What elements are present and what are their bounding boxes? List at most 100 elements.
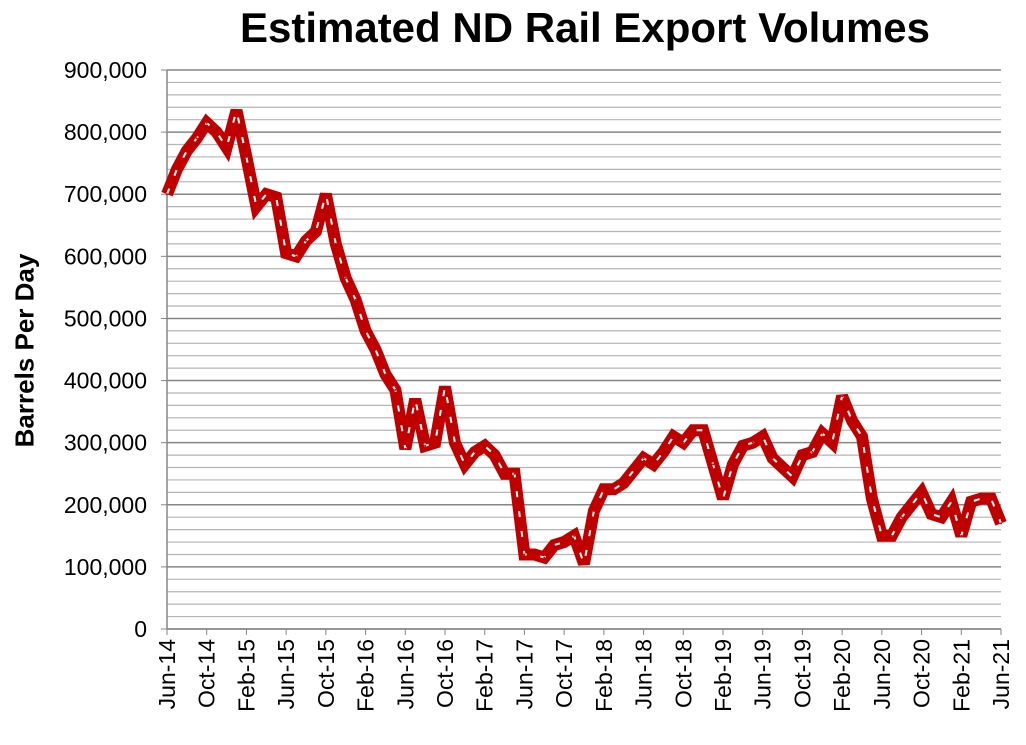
data-point <box>642 457 645 460</box>
data-point <box>334 242 337 245</box>
data-point <box>692 429 695 432</box>
x-tick-label: Feb-15 <box>233 639 259 712</box>
data-point <box>662 450 665 453</box>
data-point <box>890 534 893 537</box>
data-point <box>305 239 307 242</box>
y-tick-label: 400,000 <box>64 368 147 394</box>
data-point <box>275 196 278 199</box>
data-point <box>235 109 238 112</box>
data-point <box>712 463 715 466</box>
y-tick-label: 600,000 <box>64 243 147 269</box>
data-point <box>265 193 268 196</box>
y-tick-label: 800,000 <box>64 119 147 145</box>
data-point <box>592 509 595 512</box>
y-tick-label: 100,000 <box>64 554 147 580</box>
data-point <box>722 497 724 500</box>
data-point <box>503 472 506 475</box>
x-tick-label: Oct-17 <box>551 639 577 708</box>
data-point <box>414 398 417 401</box>
data-point <box>384 373 387 376</box>
data-point <box>185 149 188 152</box>
data-point <box>314 230 317 233</box>
data-point <box>672 435 675 438</box>
x-tick-label: Feb-19 <box>710 639 736 712</box>
series-line <box>161 108 1007 566</box>
x-tick-label: Feb-16 <box>353 639 379 712</box>
data-point <box>225 146 228 149</box>
data-point <box>801 454 804 457</box>
data-point <box>781 466 784 469</box>
data-point <box>175 168 178 171</box>
data-point <box>880 534 883 537</box>
x-tick-label: Jun-14 <box>154 639 180 710</box>
data-point <box>463 463 466 466</box>
data-point <box>831 441 834 444</box>
y-tick-label: 700,000 <box>64 181 147 207</box>
data-point <box>771 457 774 460</box>
y-tick-label: 500,000 <box>64 305 147 331</box>
data-point <box>473 450 476 453</box>
data-point <box>513 472 516 475</box>
data-point <box>424 444 427 447</box>
data-point <box>444 385 446 388</box>
data-point <box>851 419 854 422</box>
data-point <box>364 329 367 332</box>
data-point <box>841 395 844 398</box>
data-point <box>553 544 556 547</box>
data-point <box>573 534 576 537</box>
data-point <box>255 205 258 208</box>
data-point <box>920 491 923 494</box>
data-point <box>563 541 566 544</box>
data-point <box>791 475 794 478</box>
x-tick-label: Jun-21 <box>988 639 1014 709</box>
data-point <box>910 503 913 506</box>
y-tick-label: 0 <box>134 616 147 642</box>
data-point <box>344 277 347 280</box>
data-point <box>861 435 863 438</box>
y-tick-label: 900,000 <box>64 57 147 83</box>
data-point <box>533 553 536 556</box>
data-point <box>285 252 288 255</box>
data-point <box>751 441 754 444</box>
x-tick-label: Feb-17 <box>472 639 498 712</box>
data-point <box>394 388 397 391</box>
data-point <box>950 500 953 503</box>
data-point <box>702 429 705 432</box>
data-point <box>543 556 546 559</box>
x-tick-label: Feb-21 <box>948 639 974 712</box>
data-point <box>761 435 764 438</box>
data-point <box>295 255 298 258</box>
data-point <box>324 193 327 196</box>
data-point <box>870 497 873 500</box>
data-point <box>622 482 625 485</box>
data-point <box>374 348 377 351</box>
data-point <box>493 454 496 457</box>
x-tick-label: Oct-18 <box>670 639 696 708</box>
data-point <box>632 469 635 472</box>
data-point <box>205 121 208 124</box>
data-point <box>483 444 486 447</box>
y-tick-label: 200,000 <box>64 492 147 518</box>
data-point <box>195 137 198 140</box>
data-point <box>1000 522 1002 525</box>
data-point <box>940 516 943 519</box>
data-point <box>970 500 973 503</box>
data-point <box>583 562 585 565</box>
x-tick-label: Jun-18 <box>631 639 657 709</box>
x-tick-label: Oct-19 <box>789 639 815 708</box>
data-point <box>434 441 437 444</box>
data-point <box>612 488 615 491</box>
x-tick-label: Oct-16 <box>432 639 458 708</box>
data-point <box>215 131 218 134</box>
data-point <box>900 516 903 519</box>
chart-title: Estimated ND Rail Export Volumes <box>239 4 931 51</box>
x-tick-label: Oct-14 <box>194 639 220 708</box>
data-point <box>821 432 824 435</box>
data-point <box>354 298 357 301</box>
y-tick-label: 300,000 <box>64 430 147 456</box>
data-point <box>741 444 744 447</box>
x-tick-label: Jun-20 <box>869 639 895 709</box>
x-tick-label: Jun-19 <box>750 639 776 709</box>
